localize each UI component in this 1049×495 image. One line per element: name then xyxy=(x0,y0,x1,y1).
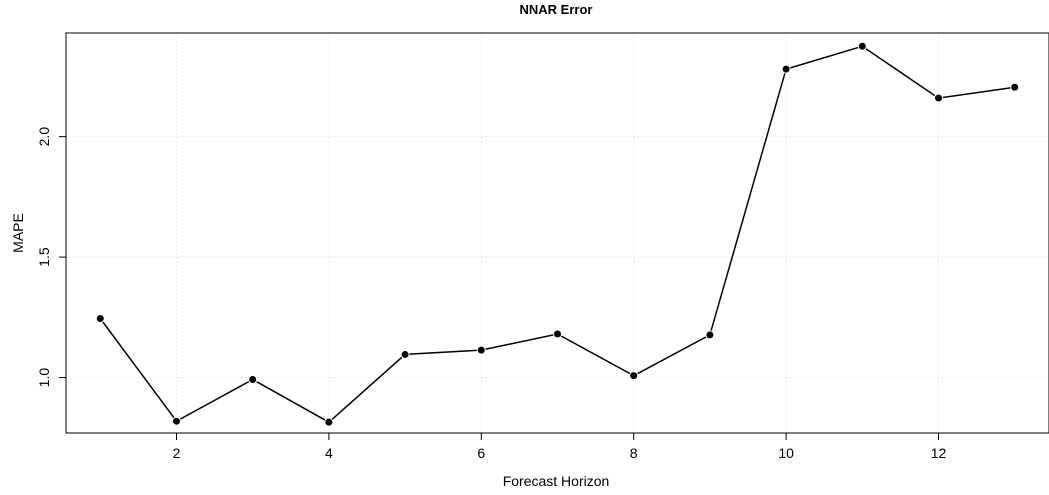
data-point xyxy=(324,417,334,427)
x-tick-label: 4 xyxy=(325,445,333,461)
data-point xyxy=(476,345,486,355)
data-point xyxy=(857,41,867,51)
x-axis-label: Forecast Horizon xyxy=(503,473,610,489)
x-tick-label: 2 xyxy=(173,445,181,461)
x-tick-label: 6 xyxy=(477,445,485,461)
series xyxy=(95,41,1020,427)
plot-frame xyxy=(65,32,1049,434)
chart-title: NNAR Error xyxy=(520,2,593,17)
grid xyxy=(66,33,1049,433)
data-point xyxy=(705,330,715,340)
y-tick-label: 2.0 xyxy=(36,127,52,147)
data-point xyxy=(248,375,258,385)
x-axis: 2 4 6 8 10 12 xyxy=(173,433,947,461)
y-axis: 1.0 1.5 2.0 xyxy=(36,127,66,388)
data-point xyxy=(95,314,105,324)
data-point xyxy=(400,349,410,359)
y-axis-label: MAPE xyxy=(10,213,26,253)
data-point xyxy=(553,329,562,339)
x-tick-label: 12 xyxy=(931,445,947,461)
data-point xyxy=(171,416,181,426)
series-line xyxy=(99,45,1015,424)
y-tick-label: 1.0 xyxy=(36,368,52,388)
data-point xyxy=(934,93,944,103)
data-point xyxy=(781,64,791,74)
x-tick-label: 10 xyxy=(778,445,794,461)
data-point xyxy=(1010,82,1020,92)
data-point xyxy=(629,371,639,381)
y-tick-label: 1.5 xyxy=(36,247,52,267)
x-tick-label: 8 xyxy=(630,445,638,461)
